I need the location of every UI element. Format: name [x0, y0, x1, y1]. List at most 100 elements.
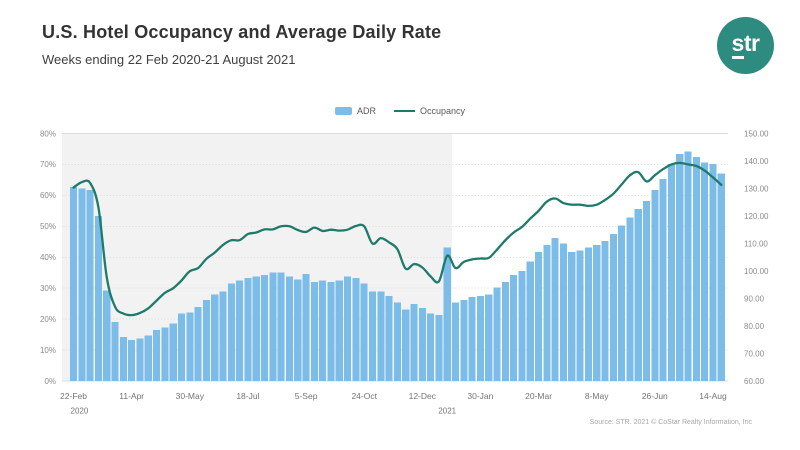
adr-legend-label: ADR: [356, 106, 376, 116]
adr-bar: [659, 178, 667, 382]
adr-bar: [227, 283, 235, 382]
adr-bar: [626, 217, 634, 382]
adr-bar: [526, 261, 534, 382]
adr-bar: [360, 283, 368, 382]
left-axis-tick-label: 30%: [40, 284, 56, 293]
occupancy-swatch: [393, 109, 415, 113]
adr-bar: [609, 233, 617, 382]
adr-swatch: [334, 107, 352, 115]
adr-bar: [618, 225, 626, 382]
adr-bar: [70, 187, 78, 382]
adr-bar: [676, 154, 684, 382]
adr-bar: [260, 275, 269, 382]
adr-bar: [169, 323, 177, 381]
adr-bar: [111, 321, 119, 382]
adr-bar: [385, 295, 393, 381]
adr-bar: [410, 304, 418, 381]
adr-bar: [451, 302, 460, 382]
right-axis-tick-label: 60.00: [744, 377, 765, 386]
adr-bar: [510, 275, 518, 382]
left-axis-tick-label: 60%: [40, 191, 56, 200]
adr-bar: [476, 295, 484, 381]
adr-bar: [692, 156, 700, 382]
adr-bar: [584, 247, 592, 382]
x-axis-tick-label: 12-Dec: [409, 391, 437, 401]
adr-bar: [701, 162, 709, 382]
left-axis-tick-label: 40%: [40, 253, 56, 262]
legend: ADR Occupancy: [0, 106, 800, 116]
adr-bar: [252, 276, 260, 381]
adr-bar: [78, 188, 86, 381]
adr-bar: [559, 243, 568, 381]
page-subtitle: Weeks ending 22 Feb 2020-21 August 2021: [42, 52, 296, 67]
adr-bar: [593, 244, 601, 382]
chart-header: U.S. Hotel Occupancy and Average Daily R…: [42, 22, 441, 67]
page-title: U.S. Hotel Occupancy and Average Daily R…: [42, 22, 442, 42]
right-axis-tick-label: 150.00: [744, 129, 769, 138]
adr-bar: [651, 189, 659, 382]
adr-bar: [717, 173, 725, 382]
adr-bar: [119, 337, 127, 381]
adr-bar: [244, 277, 252, 382]
right-axis-tick-label: 130.00: [744, 184, 769, 193]
adr-bar: [94, 216, 103, 381]
left-axis-tick-label: 10%: [40, 346, 56, 355]
year-label: 2021: [438, 407, 456, 416]
right-axis-tick-label: 90.00: [744, 294, 765, 303]
adr-bar: [402, 309, 410, 381]
adr-bar: [634, 209, 642, 382]
adr-bar: [443, 247, 451, 382]
adr-bar: [269, 272, 277, 382]
right-axis-tick-label: 140.00: [744, 157, 769, 166]
adr-bar: [136, 338, 144, 382]
adr-bar: [319, 280, 327, 382]
adr-bar: [518, 271, 526, 381]
adr-bar: [335, 280, 343, 382]
left-axis-tick-label: 50%: [40, 222, 56, 231]
adr-bar: [551, 238, 559, 381]
legend-item-occupancy: Occupancy: [393, 106, 465, 116]
adr-bar: [344, 276, 352, 381]
right-axis-tick-label: 120.00: [744, 212, 769, 221]
adr-bar: [144, 335, 152, 382]
adr-bar: [377, 291, 385, 382]
adr-bar: [219, 291, 227, 382]
year-label: 2020: [71, 407, 89, 416]
x-axis-tick-label: 30-May: [176, 391, 205, 401]
adr-bar: [427, 313, 435, 382]
left-axis-tick-label: 20%: [40, 315, 56, 324]
adr-bar: [368, 291, 377, 382]
adr-bar: [86, 189, 94, 382]
adr-bar: [642, 200, 651, 382]
adr-bar: [310, 282, 318, 381]
adr-bar: [501, 282, 509, 381]
adr-bar: [460, 299, 468, 382]
x-axis-tick-label: 26-Jun: [642, 391, 668, 401]
adr-bar: [103, 290, 111, 381]
adr-bar: [352, 277, 360, 382]
adr-bar: [418, 308, 426, 382]
adr-bar: [535, 251, 543, 381]
right-axis-tick-label: 110.00: [744, 239, 768, 248]
adr-bar: [543, 244, 551, 382]
adr-bar: [236, 280, 244, 382]
adr-bar: [302, 273, 310, 381]
x-axis-tick-label: 11-Apr: [119, 391, 144, 401]
adr-bar: [211, 294, 219, 382]
x-axis-tick-label: 30-Jan: [467, 391, 493, 401]
x-axis-tick-label: 18-Jul: [236, 391, 259, 401]
adr-bar: [128, 339, 136, 381]
x-axis-tick-label: 24-Oct: [351, 391, 377, 401]
adr-bar: [601, 240, 609, 381]
adr-bar: [493, 287, 501, 381]
adr-bar: [294, 279, 302, 381]
source-attribution: Source: STR. 2021 © CoStar Realty Inform…: [589, 419, 752, 426]
x-axis-tick-label: 14-Aug: [699, 391, 727, 401]
adr-bar: [576, 250, 584, 382]
occupancy-line: [72, 161, 723, 317]
adr-bar: [153, 330, 161, 382]
legend-item-adr: ADR: [334, 106, 376, 116]
adr-bar: [568, 251, 576, 381]
adr-bar: [327, 282, 335, 381]
